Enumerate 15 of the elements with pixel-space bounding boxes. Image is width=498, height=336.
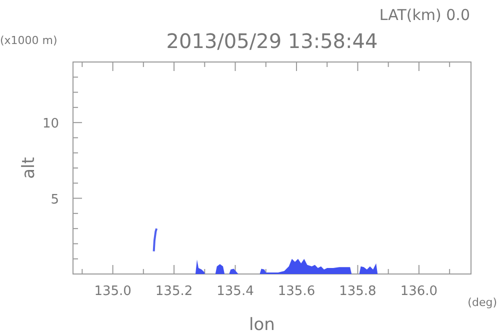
text: LAT(km) 0.0 bbox=[379, 6, 470, 24]
y-tick-label: 5 bbox=[50, 192, 59, 208]
text: (x1000 m) bbox=[0, 34, 58, 47]
x-tick-label: 135.6 bbox=[278, 284, 316, 299]
x-tick-label: 135.0 bbox=[94, 284, 132, 299]
x-axis-title: lon bbox=[249, 315, 275, 335]
x-tick-label: 135.4 bbox=[216, 284, 254, 299]
x-tick-label: 136.0 bbox=[400, 284, 438, 299]
text: (deg) bbox=[468, 296, 497, 309]
line-series bbox=[152, 228, 158, 252]
x-tick-label: 135.8 bbox=[339, 284, 376, 299]
y-tick-label: 10 bbox=[42, 116, 59, 132]
chart-title: 2013/05/29 13:58:44 bbox=[166, 29, 378, 53]
x-tick-label: 135.2 bbox=[155, 284, 193, 299]
y-axis-title: alt bbox=[19, 156, 39, 179]
